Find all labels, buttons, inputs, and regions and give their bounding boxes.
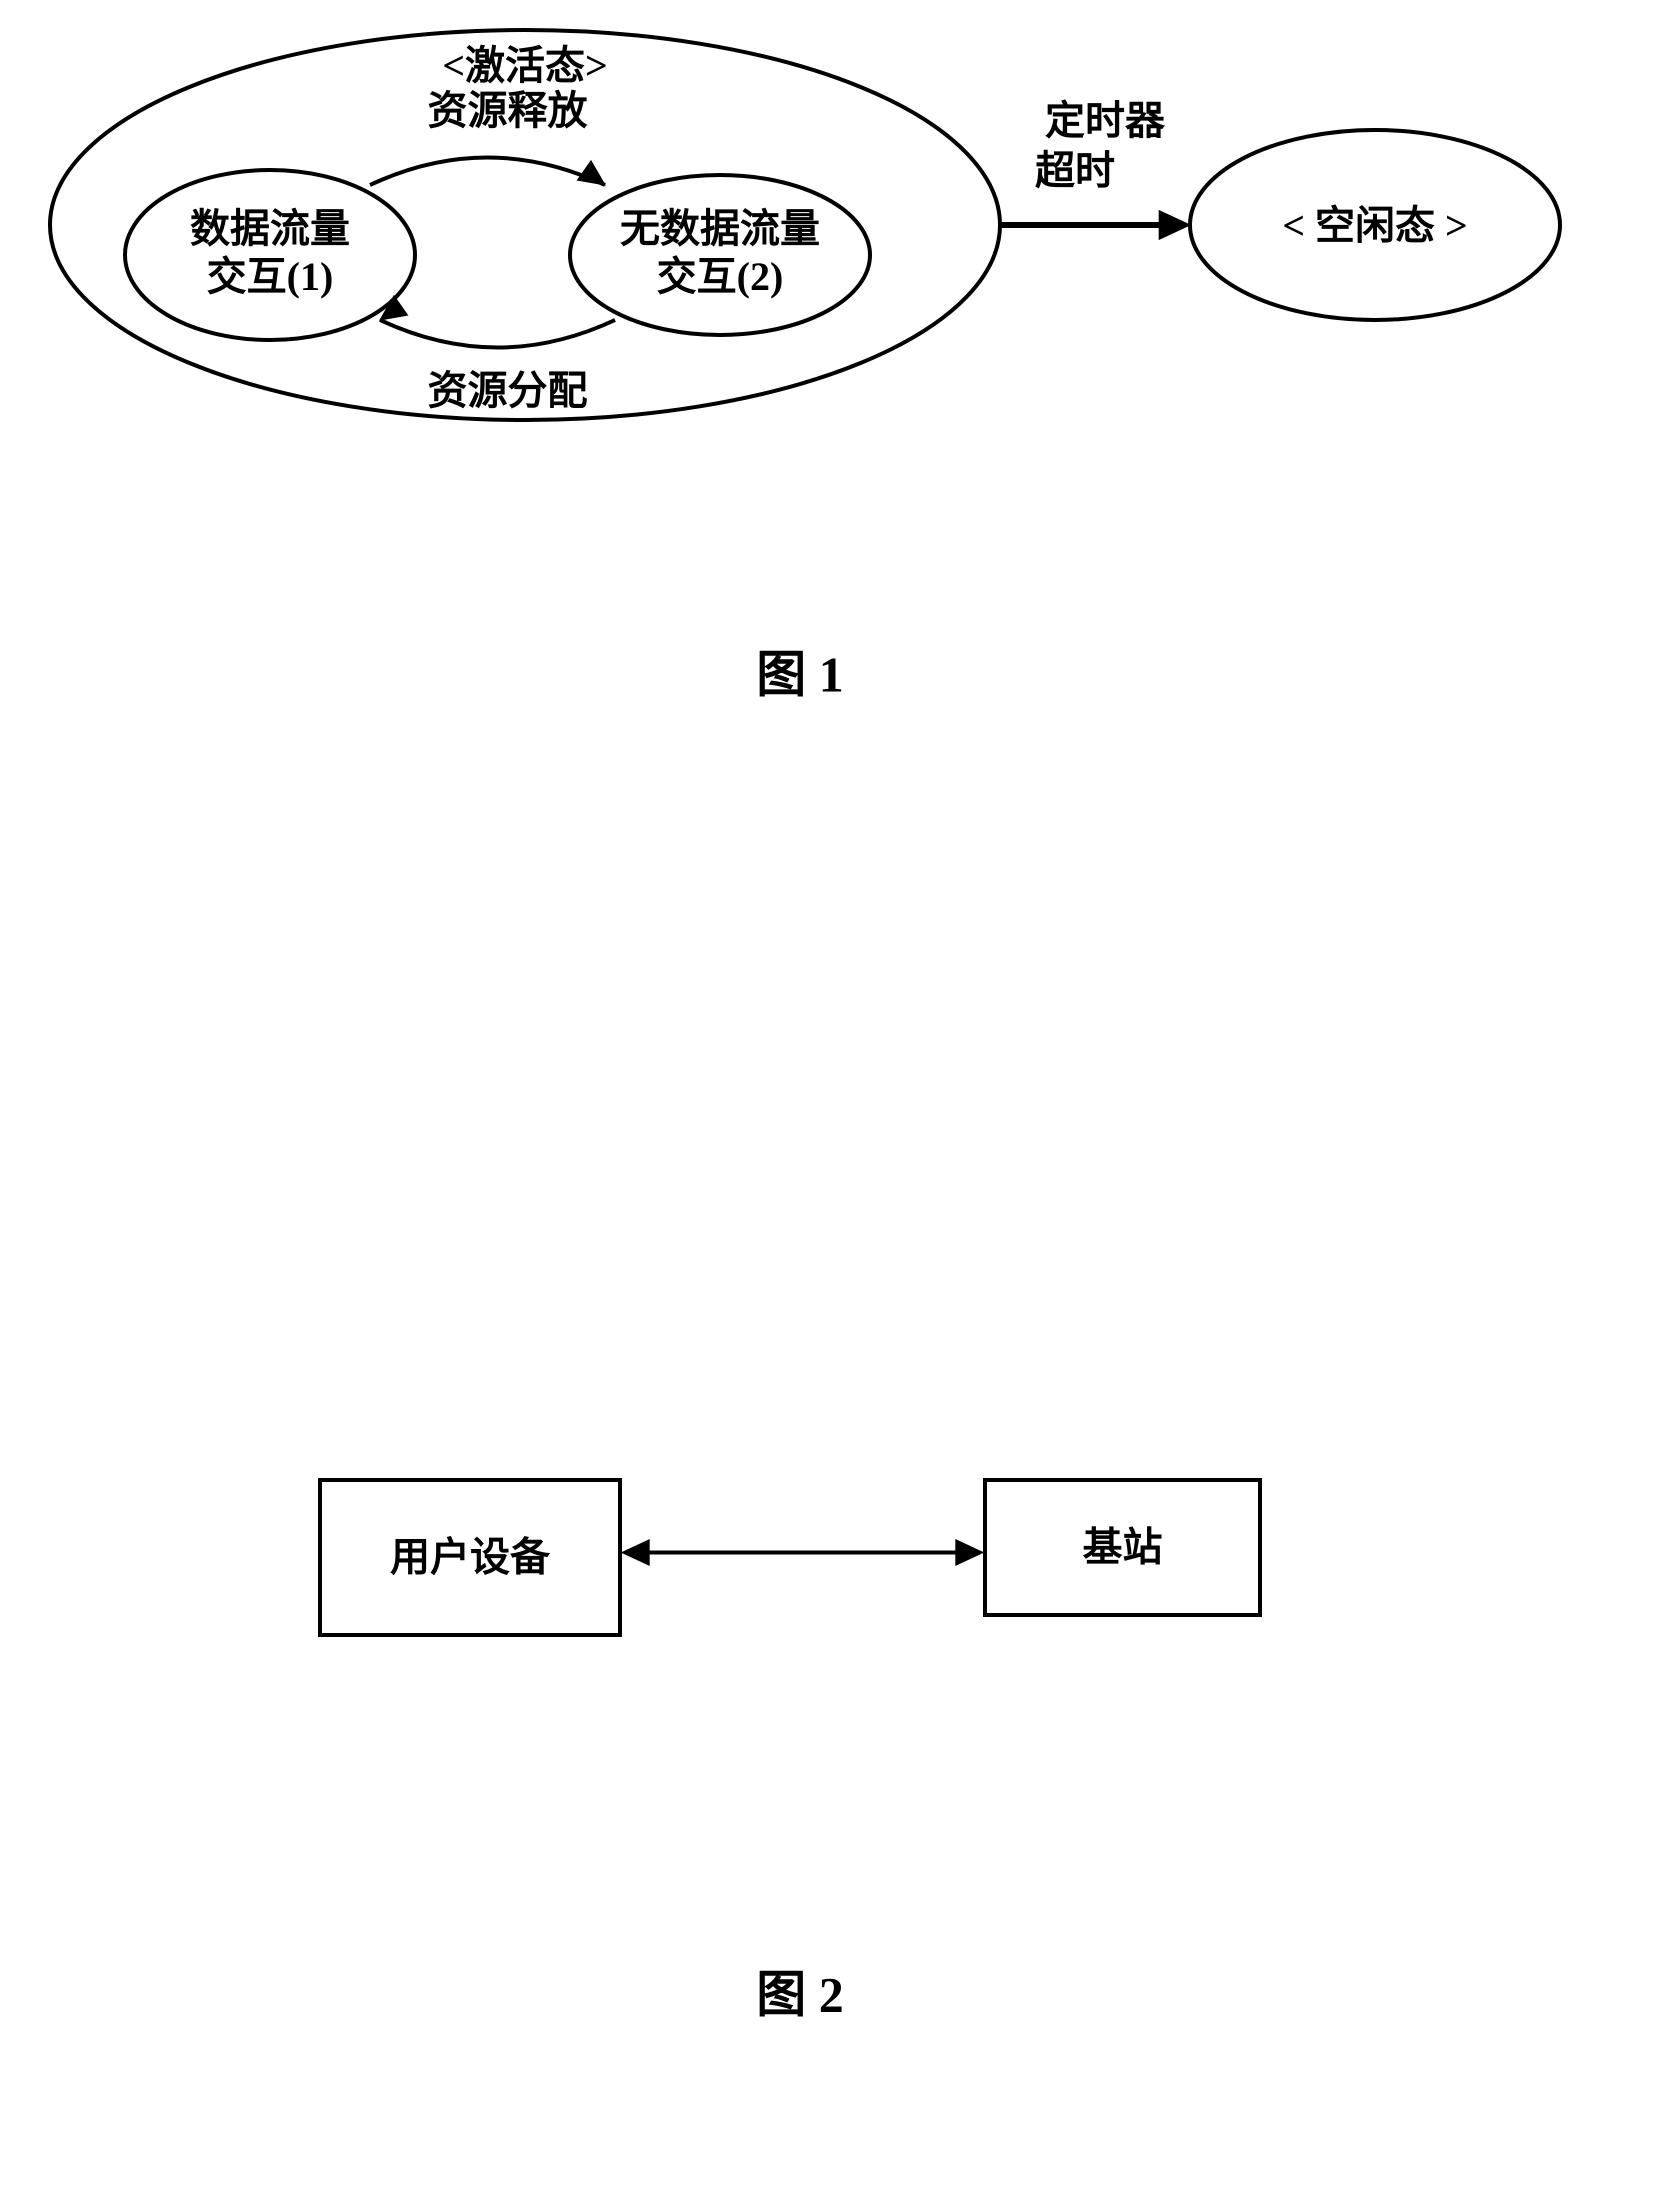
diagrams-svg: <激活态> 数据流量交互(1) 无数据流量交互(2) 资源释放资源分配 定时器超时 < 空… <box>0 0 1661 2192</box>
figure-1-caption: 图 1 <box>756 646 844 702</box>
ue-label: 用户设备 <box>390 1535 551 1580</box>
arrow-timeout-head <box>1159 211 1190 240</box>
figure-2-caption: 图 2 <box>756 1966 844 2022</box>
arrow-timeout-label-1: 定时器 <box>1045 98 1166 143</box>
no-data-traffic-label-2: 交互(2) <box>657 254 784 299</box>
active-state-label: <激活态> <box>442 43 608 88</box>
idle-state-label: < 空闲态 > <box>1282 203 1468 248</box>
arrow-allocate-label: 资源分配 <box>428 368 588 413</box>
bidir-arrow-head-left <box>622 1540 649 1565</box>
no-data-traffic-label-1: 无数据流量 <box>620 206 820 251</box>
arrow-release-label: 资源释放 <box>428 88 588 133</box>
arrow-timeout-label-2: 超时 <box>1035 148 1115 193</box>
page: <激活态> 数据流量交互(1) 无数据流量交互(2) 资源释放资源分配 定时器超时 < 空… <box>0 0 1661 2192</box>
bs-label: 基站 <box>1083 1525 1163 1570</box>
arrow-release-head <box>577 161 605 185</box>
bidir-arrow-head-right <box>956 1540 983 1565</box>
data-traffic-label-2: 交互(1) <box>207 254 334 299</box>
arrow-release-path <box>370 158 605 186</box>
data-traffic-label-1: 数据流量 <box>190 206 350 251</box>
arrow-allocate-path <box>380 320 615 348</box>
